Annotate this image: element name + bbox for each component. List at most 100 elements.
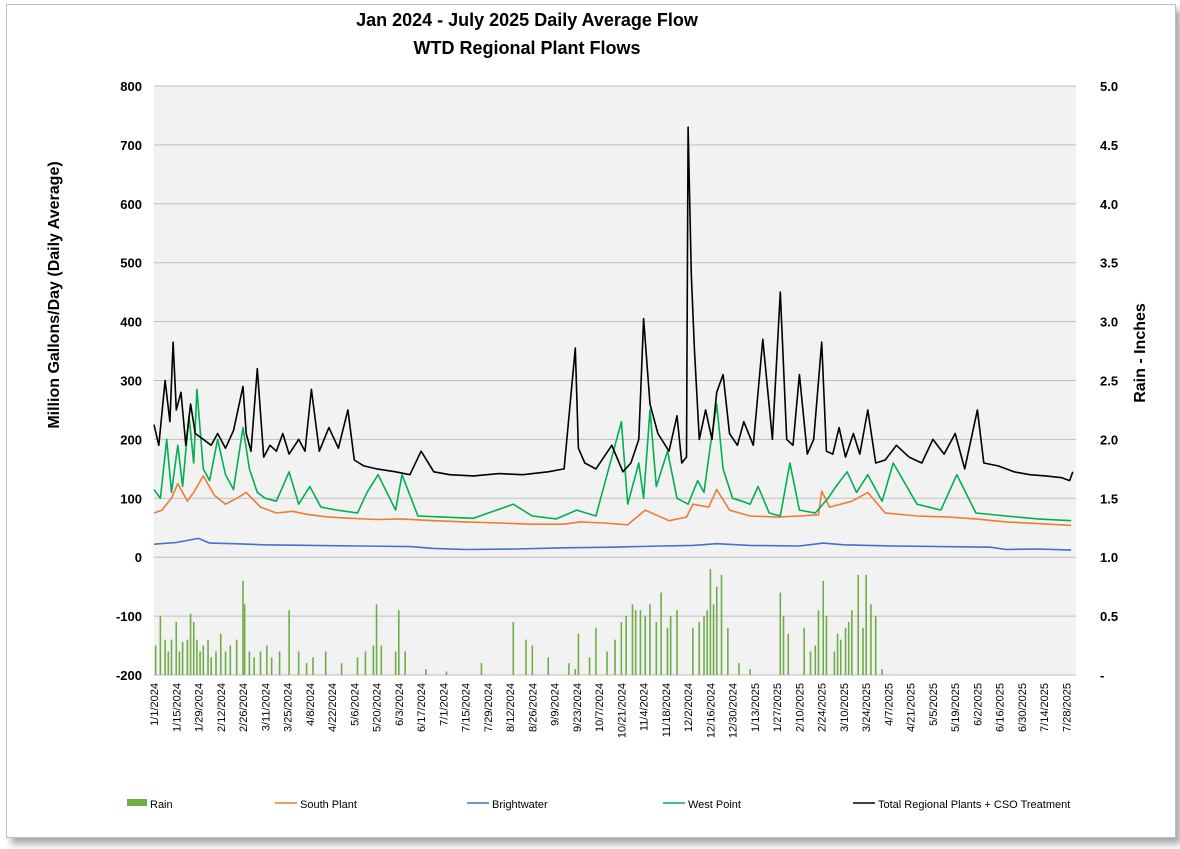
x-tick-label: 1/1/2024 (149, 683, 161, 726)
rain-bar (243, 604, 246, 675)
x-tick-label: 5/5/2025 (928, 683, 940, 726)
x-axis-ticks: 1/1/2024 1/15/2024 1/29/2024 2/12/2024 2/26/… (149, 683, 1073, 738)
rain-bar (398, 610, 400, 675)
y-tick-label: 600 (120, 197, 142, 212)
south-plant-line (153, 475, 1072, 527)
flow-series (153, 126, 1074, 551)
x-tick-label: 6/17/2024 (416, 683, 428, 732)
rain-bar (531, 645, 534, 675)
x-tick-label: 11/4/2024 (639, 683, 651, 731)
rain-bar (199, 651, 201, 675)
x-tick-label: 3/24/2025 (861, 683, 873, 732)
rain-bar (874, 616, 877, 675)
rain-bar (634, 610, 637, 675)
flow-chart: Jan 2024 - July 2025 Daily Average Flow … (46, 10, 1149, 811)
rain-bar (186, 639, 189, 675)
rain-bar (738, 663, 740, 675)
y2-tick-label: 3.5 (1100, 256, 1118, 271)
rain-bar (787, 633, 790, 675)
x-tick-label: 2/12/2024 (216, 683, 228, 732)
rain-bar (703, 616, 705, 675)
gridlines (154, 85, 1076, 676)
rain-bar (235, 639, 238, 675)
y2-tick-label: 3.0 (1100, 315, 1118, 330)
rain-bar (660, 592, 662, 675)
rain-bar (676, 610, 678, 675)
legend: Rain South Plant Brightwater West Point Tota… (127, 799, 1070, 811)
rain-bar (380, 645, 383, 675)
x-tick-label: 9/23/2024 (572, 683, 584, 732)
rain-bar (215, 651, 217, 675)
y-tick-label: 800 (120, 79, 142, 94)
y-tick-label: 400 (120, 315, 142, 330)
rain-bar (844, 627, 847, 675)
rain-bar (822, 580, 825, 675)
legend-label: Rain (150, 799, 173, 811)
x-tick-label: 8/26/2024 (527, 683, 539, 732)
rain-bar (833, 651, 836, 675)
x-tick-label: 5/6/2024 (349, 683, 361, 726)
x-tick-label: 12/30/2024 (728, 683, 740, 738)
brightwater-line (153, 537, 1072, 551)
x-tick-label: 4/7/2025 (883, 683, 895, 726)
rain-bar (870, 604, 872, 675)
rain-bar (857, 574, 860, 675)
rain-bar (709, 568, 712, 675)
chart-subtitle: WTD Regional Plant Flows (413, 38, 640, 58)
rain-bar (242, 580, 244, 675)
y2-tick-label: - (1100, 668, 1104, 683)
y-tick-label: 700 (120, 138, 142, 153)
rain-bar (644, 616, 647, 675)
x-tick-label: 11/18/2024 (661, 683, 673, 737)
rain-bar (154, 645, 157, 675)
x-tick-label: 12/2/2024 (683, 683, 695, 732)
rain-bar (727, 627, 729, 675)
rain-bar (372, 645, 375, 675)
x-tick-label: 6/3/2024 (394, 683, 406, 726)
x-tick-label: 4/8/2024 (305, 683, 317, 726)
x-tick-label: 10/21/2024 (616, 683, 628, 738)
rain-bar (839, 639, 842, 675)
rain-bar (312, 657, 314, 675)
rain-bar (210, 657, 213, 675)
rain-bar (782, 616, 785, 675)
y2-tick-label: 2.0 (1100, 432, 1118, 447)
rain-bar (715, 586, 718, 675)
rain-bar (639, 610, 642, 675)
x-tick-label: 2/10/2025 (794, 683, 806, 732)
rain-bar (649, 604, 651, 675)
rain-bar (588, 657, 591, 675)
x-tick-label: 3/25/2024 (283, 683, 295, 732)
rain-bar (404, 651, 406, 675)
y-tick-label: 0 (135, 550, 142, 565)
y2-tick-label: 4.0 (1100, 197, 1118, 212)
y2-tick-label: 1.5 (1100, 491, 1118, 506)
y2-tick-label: 1.0 (1100, 550, 1118, 565)
x-tick-label: 5/19/2025 (950, 683, 962, 732)
x-tick-label: 5/20/2024 (372, 683, 384, 732)
rain-bar (224, 651, 227, 675)
rain-bar (170, 639, 173, 675)
rain-bar (836, 633, 839, 675)
x-tick-label: 8/12/2024 (505, 683, 517, 732)
rain-bar (749, 669, 751, 675)
rain-bar (305, 663, 308, 675)
y2-tick-label: 0.5 (1100, 609, 1118, 624)
rain-bar (606, 651, 608, 675)
rain-bar (620, 621, 623, 675)
x-tick-label: 3/11/2024 (260, 683, 272, 731)
y2-tick-label: 5.0 (1100, 79, 1118, 94)
rain-bar (547, 657, 550, 675)
x-tick-label: 1/15/2024 (171, 683, 183, 732)
rain-bar (568, 663, 570, 675)
rain-bar (666, 627, 669, 675)
rain-bar (297, 651, 300, 675)
rain-bar (164, 639, 166, 675)
rain-bar (324, 651, 327, 675)
rain-bar (445, 671, 448, 675)
y-axis-title: Million Gallons/Day (Daily Average) (46, 161, 63, 428)
rain-bar (189, 613, 192, 675)
x-tick-label: 1/27/2025 (772, 683, 784, 732)
rain-bar (669, 616, 672, 675)
rain-series (154, 568, 883, 675)
